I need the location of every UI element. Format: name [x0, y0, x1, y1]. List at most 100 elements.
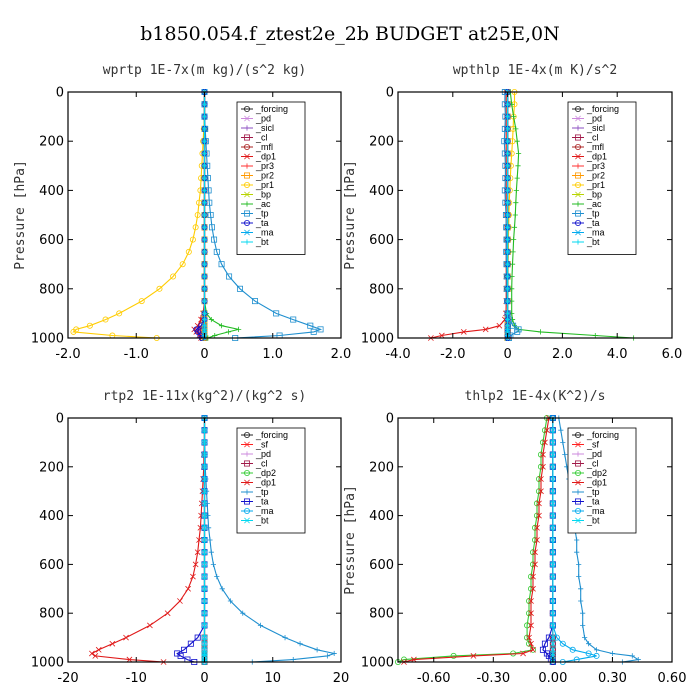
legend-label: _dp1	[255, 152, 276, 162]
data-point	[541, 640, 548, 647]
data-point	[201, 488, 208, 495]
data-point	[586, 641, 592, 647]
data-point	[511, 224, 518, 230]
legend-label: _sf	[586, 440, 600, 450]
data-point	[574, 537, 580, 543]
data-point	[314, 647, 320, 653]
plot-frame	[397, 91, 673, 339]
data-point	[201, 585, 208, 592]
data-point	[576, 574, 582, 580]
data-point	[532, 549, 538, 556]
data-point	[560, 439, 566, 445]
data-point	[505, 249, 511, 255]
legend-marker	[244, 451, 250, 457]
data-point	[512, 212, 518, 218]
legend-label: _forcing	[586, 430, 619, 440]
legend-label: _ac	[255, 199, 271, 209]
data-point	[524, 622, 531, 629]
data-point	[513, 187, 519, 193]
data-point	[70, 328, 77, 335]
legend-label: _ac	[586, 199, 602, 209]
legend-marker	[244, 229, 250, 236]
data-point	[201, 237, 208, 243]
legend-marker	[244, 489, 250, 495]
legend-marker	[575, 106, 582, 113]
data-point	[201, 500, 208, 507]
data-point	[520, 650, 526, 657]
data-point	[505, 114, 511, 120]
legend-label: _pd	[255, 114, 271, 124]
data-point	[201, 573, 208, 580]
data-point	[201, 561, 208, 568]
data-point	[201, 634, 208, 641]
legend-marker	[243, 134, 250, 141]
data-point	[227, 598, 234, 604]
data-point	[282, 635, 288, 641]
data-point	[513, 200, 519, 206]
series-dp1	[427, 89, 510, 341]
data-point	[460, 328, 467, 335]
legend-marker	[575, 239, 581, 245]
data-point	[593, 647, 600, 653]
data-point	[538, 488, 544, 495]
legend-marker	[575, 451, 581, 457]
series-bt	[201, 89, 208, 341]
data-point	[549, 650, 556, 657]
data-point	[213, 248, 220, 255]
data-point	[505, 298, 511, 304]
legend-label: _bt	[255, 516, 269, 526]
data-point	[526, 598, 533, 605]
data-point	[290, 656, 296, 663]
data-point	[505, 150, 511, 157]
legend-marker	[243, 498, 250, 505]
data-point	[102, 316, 109, 323]
data-point	[514, 138, 520, 144]
data-point	[210, 561, 216, 567]
data-point	[482, 326, 489, 333]
legend-label: _bt	[255, 237, 269, 247]
data-point	[505, 163, 511, 169]
legend-label: _bp	[255, 190, 271, 200]
data-point	[528, 585, 535, 592]
legend-marker	[575, 469, 582, 476]
data-point	[544, 427, 550, 434]
legend-label: _mfl	[255, 142, 273, 152]
y-tick-label: 1000	[361, 656, 394, 671]
legend-label: _pd	[586, 114, 602, 124]
data-point	[549, 439, 556, 446]
y-tick-label: 600	[369, 233, 394, 248]
data-point	[629, 653, 635, 659]
data-point	[219, 586, 225, 592]
data-point	[505, 237, 511, 243]
data-point	[609, 650, 616, 657]
legend-label: _ma	[255, 228, 274, 238]
legend-label: _cl	[255, 133, 268, 143]
y-tick-label: 200	[39, 460, 64, 475]
data-point	[208, 549, 214, 555]
data-point	[226, 273, 233, 280]
legend-label: _forcing	[255, 104, 288, 114]
legend-label: _ma	[255, 506, 274, 516]
data-point	[505, 212, 511, 218]
y-tick-label: 400	[369, 184, 394, 199]
data-point	[537, 329, 544, 335]
data-point	[549, 610, 556, 617]
data-point	[201, 439, 208, 446]
x-tick-label: -2.0	[55, 347, 80, 362]
data-point	[580, 622, 586, 628]
legend-marker	[575, 517, 581, 524]
x-tick-label: -4.0	[385, 347, 410, 362]
legend-label: _ta	[586, 218, 600, 228]
legend: _forcing_pd_sicl_cl_mfl_dp1_pr3_pr2_pr1_…	[236, 101, 306, 255]
legend-marker	[243, 143, 250, 150]
data-point	[189, 236, 196, 243]
legend-label: _sicl	[255, 123, 274, 133]
data-point	[201, 476, 208, 482]
data-point	[194, 634, 201, 641]
legend-marker	[244, 191, 250, 198]
series-line	[176, 418, 206, 663]
data-point	[201, 249, 208, 255]
data-point	[536, 500, 542, 507]
legend-marker	[243, 460, 250, 467]
legend: _forcing_pd_sicl_cl_mfl_dp1_pr3_pr2_pr1_…	[567, 101, 637, 255]
